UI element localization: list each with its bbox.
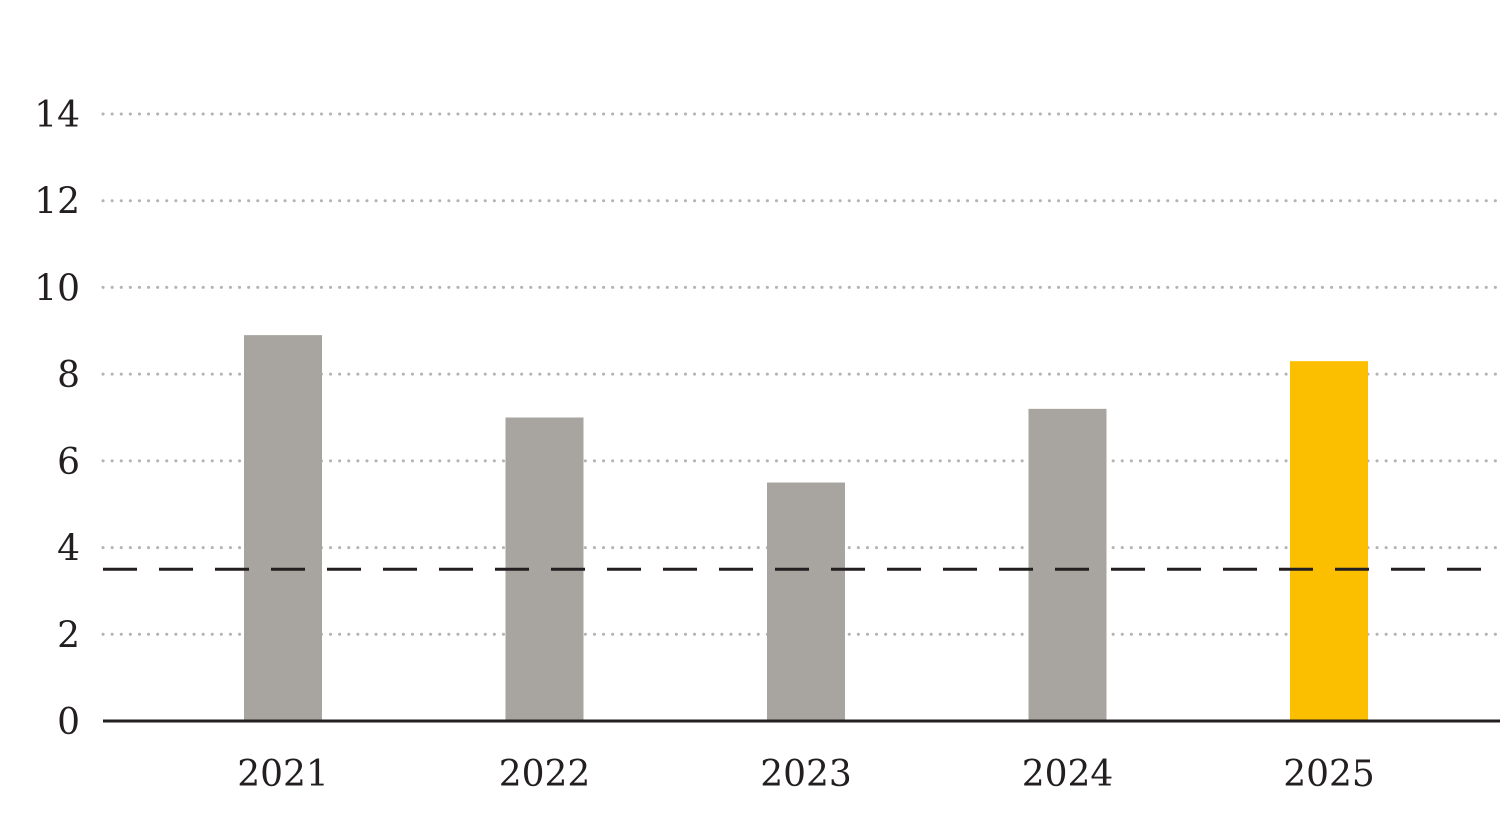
bar-2024 (1028, 408, 1107, 721)
x-tick-labels: 2021 2022 2023 2024 2025 (237, 754, 1375, 795)
y-tick-label-4: 4 (57, 529, 80, 570)
y-tick-label-10: 10 (34, 268, 80, 309)
y-tick-label-14: 14 (34, 95, 80, 136)
y-tick-label-12: 12 (34, 182, 80, 223)
x-tick-label-2021: 2021 (237, 754, 329, 795)
x-tick-label-2022: 2022 (499, 754, 591, 795)
y-tick-label-8: 8 (57, 355, 80, 396)
x-tick-label-2024: 2024 (1022, 754, 1114, 795)
y-tick-labels: 0 2 4 6 8 10 12 14 (34, 95, 80, 743)
x-tick-label-2025: 2025 (1283, 754, 1375, 795)
y-tick-label-0: 0 (57, 702, 80, 743)
bar-2021 (244, 335, 322, 721)
bar-2025 (1290, 361, 1368, 721)
x-tick-label-2023: 2023 (760, 754, 852, 795)
y-tick-label-2: 2 (57, 615, 80, 656)
bars (244, 335, 1368, 721)
bar-2023 (767, 482, 845, 721)
gridlines (101, 112, 1500, 636)
y-tick-label-6: 6 (57, 442, 80, 483)
